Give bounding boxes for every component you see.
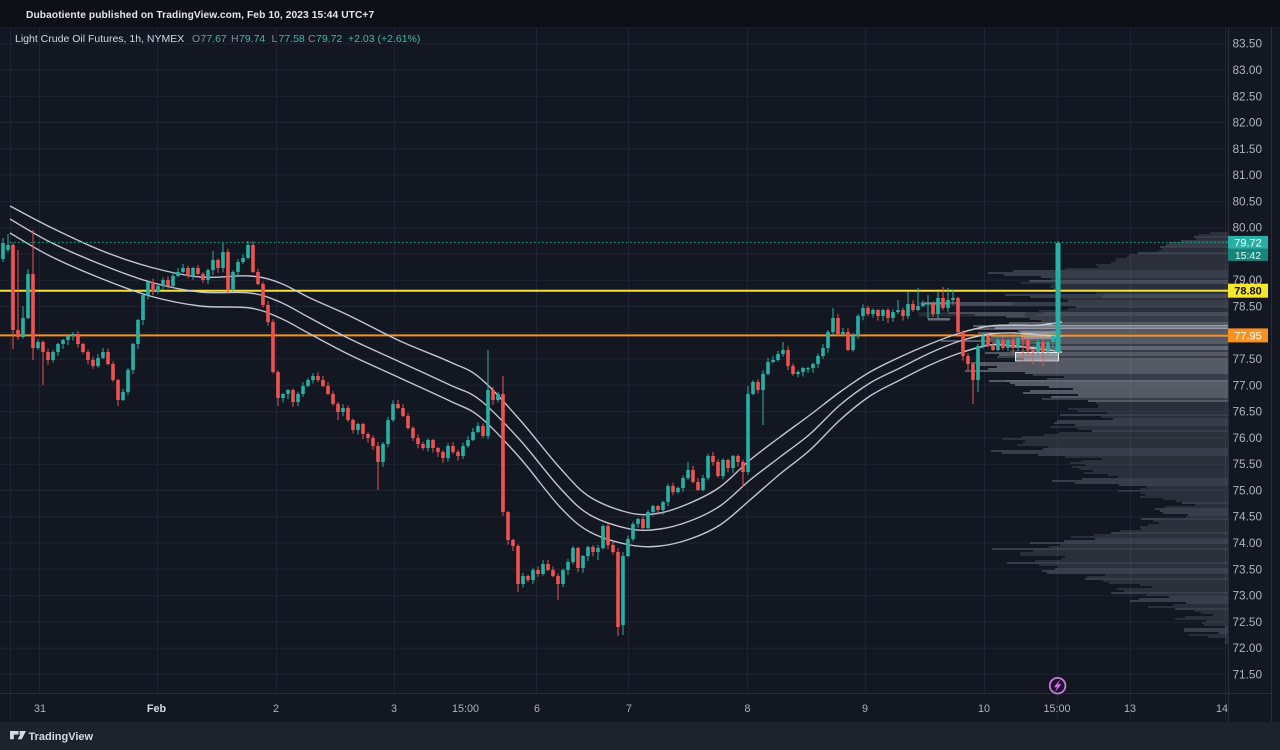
svg-text:79.72: 79.72: [316, 33, 342, 45]
svg-text:15:42: 15:42: [1235, 250, 1261, 262]
svg-text:72.00: 72.00: [1233, 641, 1263, 655]
svg-text:77.67: 77.67: [201, 33, 227, 45]
svg-text:80.50: 80.50: [1233, 194, 1263, 208]
svg-text:82.50: 82.50: [1233, 89, 1263, 103]
svg-text:71.50: 71.50: [1233, 667, 1263, 681]
svg-text:Light Crude Oil Futures, 1h, N: Light Crude Oil Futures, 1h, NYMEX: [15, 33, 184, 45]
svg-text:79.74: 79.74: [239, 33, 265, 45]
svg-text:74.00: 74.00: [1233, 536, 1263, 550]
svg-text:79.72: 79.72: [1234, 237, 1262, 249]
svg-text:82.00: 82.00: [1233, 116, 1263, 130]
svg-text:77.00: 77.00: [1233, 378, 1263, 392]
svg-text:76.50: 76.50: [1233, 405, 1263, 419]
svg-text:13: 13: [1124, 703, 1136, 715]
svg-text:75.50: 75.50: [1233, 457, 1263, 471]
svg-text:Dubaotiente published on Tradi: Dubaotiente published on TradingView.com…: [26, 10, 374, 21]
svg-text:8: 8: [744, 703, 750, 715]
svg-text:14: 14: [1216, 703, 1228, 715]
svg-text:H: H: [231, 33, 239, 45]
svg-text:77.95: 77.95: [1234, 330, 1262, 342]
svg-text:81.00: 81.00: [1233, 168, 1263, 182]
svg-text:74.50: 74.50: [1233, 510, 1263, 524]
svg-text:TradingView: TradingView: [29, 731, 94, 743]
svg-text:3: 3: [391, 703, 397, 715]
svg-text:80.00: 80.00: [1233, 221, 1263, 235]
svg-text:83.00: 83.00: [1233, 63, 1263, 77]
svg-text:10: 10: [978, 703, 990, 715]
svg-text:72.50: 72.50: [1233, 615, 1263, 629]
svg-text:2: 2: [273, 703, 279, 715]
svg-text:Feb: Feb: [147, 703, 167, 715]
svg-text:+2.03 (+2.61%): +2.03 (+2.61%): [348, 33, 420, 45]
svg-text:7: 7: [626, 703, 632, 715]
svg-text:78.80: 78.80: [1234, 286, 1262, 298]
svg-text:6: 6: [534, 703, 540, 715]
svg-text:O: O: [192, 33, 200, 45]
svg-text:73.50: 73.50: [1233, 562, 1263, 576]
svg-text:81.50: 81.50: [1233, 142, 1263, 156]
svg-text:73.00: 73.00: [1233, 589, 1263, 603]
svg-text:31: 31: [34, 703, 46, 715]
svg-text:15:00: 15:00: [452, 703, 479, 715]
svg-text:83.50: 83.50: [1233, 37, 1263, 51]
svg-text:L: L: [272, 33, 278, 45]
svg-text:77.50: 77.50: [1233, 352, 1263, 366]
svg-text:75.00: 75.00: [1233, 484, 1263, 498]
svg-text:C: C: [308, 33, 316, 45]
svg-text:76.00: 76.00: [1233, 431, 1263, 445]
svg-text:15:00: 15:00: [1043, 703, 1070, 715]
svg-text:9: 9: [862, 703, 868, 715]
svg-text:78.50: 78.50: [1233, 300, 1263, 314]
svg-text:77.58: 77.58: [279, 33, 305, 45]
